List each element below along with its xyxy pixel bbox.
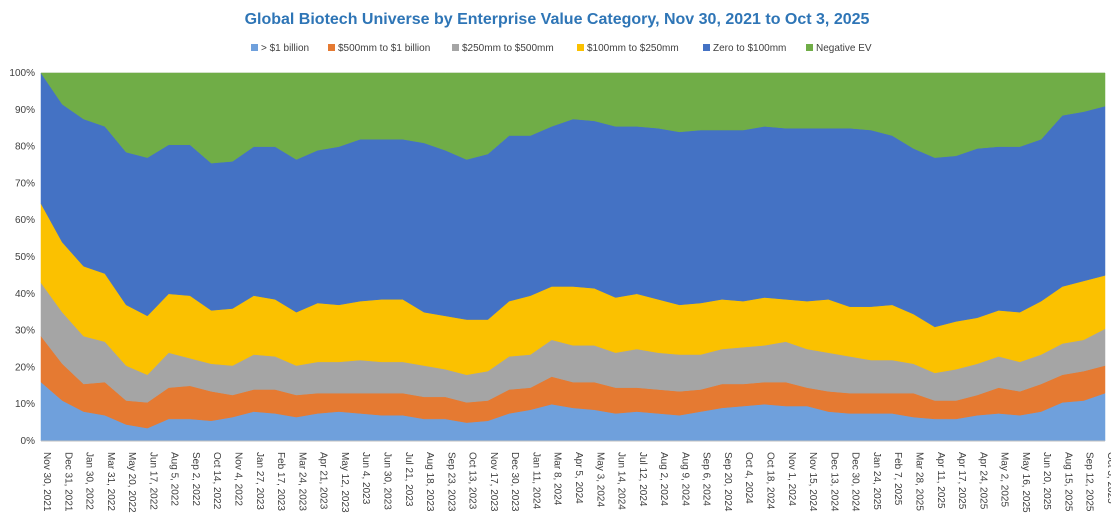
x-tick-label: Nov 17, 2023	[488, 452, 499, 512]
x-tick-label: Apr 5, 2024	[573, 452, 584, 504]
x-tick-label: Sep 2, 2022	[190, 452, 201, 506]
x-tick-label: Dec 30, 2023	[509, 452, 520, 512]
x-tick-label: Dec 30, 2024	[850, 452, 861, 512]
legend-label-500mm-to-1-billion: $500mm to $1 billion	[338, 43, 430, 54]
x-tick-label: Jun 30, 2023	[381, 452, 392, 510]
x-tick-label: Mar 24, 2023	[296, 452, 307, 511]
x-tick-label: Jun 4, 2023	[360, 452, 371, 505]
y-tick-label: 100%	[9, 68, 35, 79]
legend-swatch-500mm-to-1-billion	[328, 44, 335, 51]
x-tick-label: Sep 23, 2023	[445, 452, 456, 512]
x-tick-label: Aug 5, 2022	[169, 452, 180, 506]
x-tick-label: Mar 31, 2022	[105, 452, 116, 511]
x-tick-label: Jan 27, 2023	[254, 452, 265, 510]
x-tick-label: Jul 21, 2023	[403, 452, 414, 507]
x-tick-label: Mar 28, 2025	[913, 452, 924, 511]
x-tick-label: Dec 13, 2024	[828, 452, 839, 512]
legend-swatch-250mm-to-500mm	[452, 44, 459, 51]
legend-swatch-zero-to-100mm	[703, 44, 710, 51]
x-tick-label: Aug 2, 2024	[658, 452, 669, 506]
x-tick-label: Mar 8, 2024	[552, 452, 563, 506]
x-tick-label: Oct 4, 2024	[743, 452, 754, 504]
y-tick-label: 0%	[21, 436, 36, 447]
x-tick-label: May 20, 2022	[126, 452, 137, 513]
x-tick-label: Aug 9, 2024	[679, 452, 690, 506]
legend-label-1-billion: > $1 billion	[261, 43, 309, 54]
x-tick-label: Oct 3, 2025	[1105, 452, 1111, 504]
y-tick-label: 20%	[15, 362, 35, 373]
legend-label-100mm-to-250mm: $100mm to $250mm	[587, 43, 679, 54]
y-tick-label: 60%	[15, 215, 35, 226]
legend-label-250mm-to-500mm: $250mm to $500mm	[462, 43, 554, 54]
legend-swatch-1-billion	[251, 44, 258, 51]
x-tick-label: Feb 17, 2023	[275, 452, 286, 511]
x-tick-label: May 3, 2024	[594, 452, 605, 507]
x-tick-label: Apr 17, 2025	[956, 452, 967, 510]
x-tick-label: Nov 30, 2021	[41, 452, 52, 512]
x-tick-label: Jan 11, 2024	[530, 452, 541, 510]
x-tick-label: Nov 15, 2024	[807, 452, 818, 512]
x-tick-label: Aug 18, 2023	[424, 452, 435, 512]
y-tick-label: 40%	[15, 289, 35, 300]
chart-title: Global Biotech Universe by Enterprise Va…	[245, 11, 870, 28]
x-tick-label: Aug 15, 2025	[1062, 452, 1073, 512]
legend-swatch-negative-ev	[806, 44, 813, 51]
legend-swatch-100mm-to-250mm	[577, 44, 584, 51]
x-tick-label: Nov 4, 2022	[233, 452, 244, 506]
x-tick-label: May 2, 2025	[999, 452, 1010, 507]
x-tick-label: Jan 30, 2022	[84, 452, 95, 510]
y-tick-label: 10%	[15, 399, 35, 410]
y-axis: 0% 10% 20% 30% 40% 50% 60% 70% 80% 90% 100%	[9, 68, 35, 447]
area-series	[40, 72, 1106, 442]
legend-label-negative-ev: Negative EV	[816, 43, 872, 54]
chart-legend: > $1 billion $500mm to $1 billion $250mm t…	[251, 43, 872, 54]
y-tick-label: 70%	[15, 178, 35, 189]
series-area-negative-ev	[40, 72, 1106, 164]
x-tick-label: Sep 20, 2024	[722, 452, 733, 512]
x-tick-label: Sep 6, 2024	[701, 452, 712, 506]
y-tick-label: 80%	[15, 142, 35, 153]
x-tick-label: Apr 24, 2025	[977, 452, 988, 510]
x-tick-label: Jun 14, 2024	[616, 452, 627, 510]
y-tick-label: 90%	[15, 105, 35, 116]
legend-label-zero-to-100mm: Zero to $100mm	[713, 43, 786, 54]
x-tick-label: Jun 17, 2022	[147, 452, 158, 510]
x-tick-label: May 16, 2025	[1020, 452, 1031, 513]
x-tick-label: Dec 31, 2021	[62, 452, 73, 512]
x-axis: Nov 30, 2021 Dec 31, 2021 Jan 30, 2022 Mar …	[41, 452, 1111, 513]
x-tick-label: Apr 11, 2025	[935, 452, 946, 509]
x-tick-label: Jul 12, 2024	[637, 452, 648, 507]
x-tick-label: Sep 12, 2025	[1084, 452, 1095, 512]
x-tick-label: Jun 20, 2025	[1041, 452, 1052, 510]
x-tick-label: Oct 18, 2024	[765, 452, 776, 510]
y-tick-label: 30%	[15, 326, 35, 337]
x-tick-label: Apr 21, 2023	[318, 452, 329, 510]
x-tick-label: Nov 1, 2024	[786, 452, 797, 506]
x-tick-label: Oct 14, 2022	[211, 452, 222, 510]
x-tick-label: May 12, 2023	[339, 452, 350, 513]
y-tick-label: 50%	[15, 252, 35, 263]
x-tick-label: Jan 24, 2025	[871, 452, 882, 510]
x-tick-label: Oct 13, 2023	[467, 452, 478, 510]
x-tick-label: Feb 7, 2025	[892, 452, 903, 506]
